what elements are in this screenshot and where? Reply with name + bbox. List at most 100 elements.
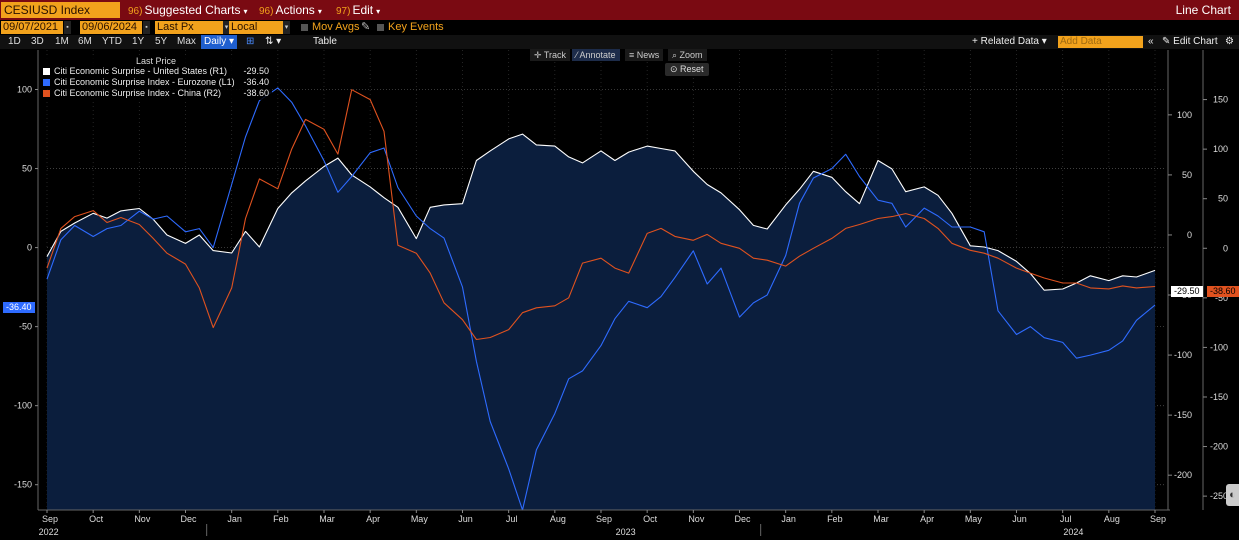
key-events-checkbox[interactable] [377, 24, 384, 31]
legend-name: Citi Economic Surprise Index - Eurozone … [54, 77, 235, 87]
period-5y[interactable]: 5Y [155, 36, 168, 47]
track-button[interactable]: ✛ Track [530, 49, 571, 61]
r2-axis-tick-label: -200 [1210, 442, 1228, 452]
ticker-field[interactable]: CESIUSD Index [1, 2, 120, 18]
period-1m[interactable]: 1M [55, 36, 69, 47]
edit-button[interactable]: 97) Edit ▾ [332, 0, 384, 20]
r1-axis-tick-label: 100 [1177, 110, 1192, 120]
r2-axis-tick-label: 100 [1213, 144, 1228, 154]
legend-title: Last Price [135, 56, 177, 66]
menu-number: 96) [259, 6, 274, 17]
related-data-button[interactable]: + Related Data ▾ [972, 36, 1047, 47]
r2-axis-tick-label: 0 [1223, 243, 1228, 253]
mov-avgs-label[interactable]: Mov Avgs [312, 21, 360, 33]
x-axis-month-label: Mar [873, 514, 889, 524]
axes: 100 50 0 -50 -100 -150 100 50 0 -50 -100 -150 -200 15… [14, 50, 1228, 537]
legend-value: -29.50 [243, 66, 269, 76]
period-1d[interactable]: 1D [8, 36, 21, 47]
collapse-icon[interactable]: « [1148, 36, 1154, 47]
price-field-select[interactable]: Last Px [155, 21, 223, 34]
x-axis-month-label: Feb [827, 514, 843, 524]
legend-swatch [43, 68, 50, 75]
legend-swatch [43, 79, 50, 86]
x-axis-month-label: May [965, 514, 983, 524]
left-axis-tick-label: 50 [22, 164, 32, 174]
menu-number: 96) [128, 6, 143, 17]
table-button[interactable]: Table [313, 36, 337, 47]
r2-axis-tick-label: -50 [1215, 293, 1228, 303]
x-axis-month-label: Dec [734, 514, 751, 524]
end-date-dropdown[interactable]: ▪ [143, 21, 150, 34]
left-axis-tick-label: -100 [14, 401, 32, 411]
start-date-field[interactable]: 09/07/2021 [1, 21, 63, 34]
menu-number: 97) [336, 6, 351, 17]
period-ytd[interactable]: YTD [102, 36, 122, 47]
currency-dropdown[interactable]: ▾ [283, 21, 290, 34]
period-3d[interactable]: 3D [31, 36, 44, 47]
x-axis-year-label: 2024 [1063, 527, 1083, 537]
caret-down-icon: ▾ [243, 7, 248, 16]
series-layer [46, 87, 1156, 511]
eurozone-series-line [46, 87, 1156, 511]
x-axis-month-label: Oct [643, 514, 658, 524]
news-label: News [636, 50, 660, 60]
end-date-field[interactable]: 09/06/2024 [80, 21, 142, 34]
legend-item-china[interactable]: Citi Economic Surprise Index - China (R2… [43, 88, 269, 99]
annotate-button[interactable]: ⁄ Annotate [572, 49, 620, 61]
mov-avgs-checkbox[interactable] [301, 24, 308, 31]
us-series-area [47, 134, 1155, 510]
key-events-label[interactable]: Key Events [388, 21, 444, 33]
zoom-button[interactable]: ⌕ Zoom [668, 49, 707, 61]
x-axis-month-label: Sep [1150, 514, 1166, 524]
price-field-dropdown[interactable]: ▾ [223, 21, 230, 34]
x-axis-month-label: Jan [227, 514, 242, 524]
x-axis-month-label: Jul [506, 514, 518, 524]
r2-axis-tick-label: 50 [1218, 194, 1228, 204]
pencil-icon[interactable]: ✎ [361, 21, 371, 33]
left-axis-tick-label: -50 [19, 322, 32, 332]
r1-axis-tick-label: 50 [1182, 170, 1192, 180]
edit-chart-button[interactable]: ✎ Edit Chart [1162, 36, 1218, 47]
x-axis-month-label: Feb [273, 514, 289, 524]
frequency-select[interactable]: Daily ▾ [201, 35, 238, 49]
legend-item-us[interactable]: Citi Economic Surprise - United States (… [43, 66, 269, 77]
chart-type-label: Line Chart [1175, 3, 1231, 17]
x-axis-month-label: Jul [1060, 514, 1072, 524]
r2-axis-tick-label: -100 [1210, 342, 1228, 352]
gear-icon[interactable]: ⚙ [1225, 36, 1234, 47]
suggested-charts-button[interactable]: 96) Suggested Charts ▾ [124, 0, 252, 20]
x-axis-month-label: Jun [1012, 514, 1027, 524]
settings-row: 09/07/2021 ▪ 09/06/2024 ▪ Last Px ▾ Loca… [0, 20, 1239, 46]
chart-settings-icon[interactable]: ⇅ ▾ [265, 36, 282, 47]
start-date-dropdown[interactable]: ▪ [64, 21, 71, 34]
annotate-label: Annotate [579, 50, 616, 60]
zoom-label: Zoom [679, 50, 703, 60]
related-data-label: + Related Data [972, 36, 1039, 47]
period-max[interactable]: Max [177, 36, 196, 47]
x-axis-month-label: Aug [1104, 514, 1120, 524]
add-data-input[interactable]: Add Data [1058, 36, 1143, 48]
x-axis-month-label: Nov [688, 514, 705, 524]
period-row: 1D 3D 1M 6M YTD 1Y 5Y Max Daily ▾ ⊞ ⇅ ▾ … [0, 35, 1239, 49]
x-axis-month-label: Oct [89, 514, 104, 524]
legend-swatch [43, 90, 50, 97]
actions-button[interactable]: 96) Actions ▾ [255, 0, 326, 20]
news-button[interactable]: ≡ News [625, 49, 664, 61]
chart-style-icon[interactable]: ⊞ [246, 36, 255, 47]
reset-button[interactable]: ⊙ Reset [665, 63, 709, 76]
x-axis-month-label: Apr [920, 514, 934, 524]
edit-chart-label: Edit Chart [1173, 36, 1218, 47]
side-panel-tab[interactable]: ◐ [1226, 484, 1239, 506]
x-axis-month-label: Sep [42, 514, 58, 524]
left-axis-tick-label: 100 [17, 85, 32, 95]
legend-value: -36.40 [243, 77, 269, 87]
legend-item-eurozone[interactable]: Citi Economic Surprise Index - Eurozone … [43, 77, 269, 88]
x-axis-month-label: Apr [366, 514, 380, 524]
command-bar: CESIUSD Index 96) Suggested Charts ▾ 96) Ac… [0, 0, 1239, 20]
period-6m[interactable]: 6M [78, 36, 92, 47]
x-axis-month-label: Dec [180, 514, 197, 524]
frequency-label: Daily [204, 36, 227, 47]
period-1y[interactable]: 1Y [132, 36, 145, 47]
china-last-value-tag: -38.60 [1207, 286, 1239, 297]
